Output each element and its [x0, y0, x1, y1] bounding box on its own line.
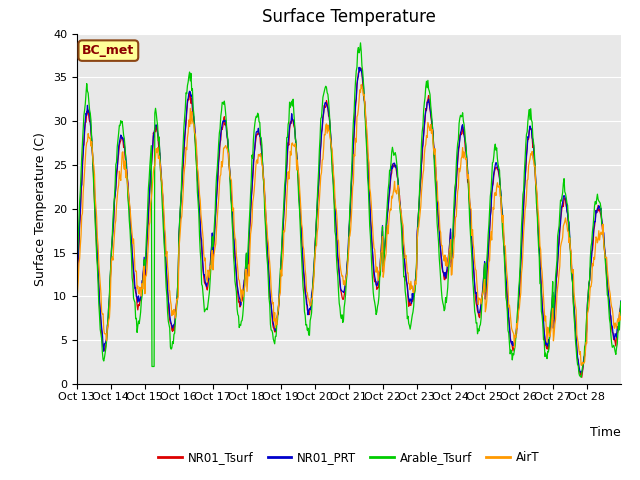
Y-axis label: Surface Temperature (C): Surface Temperature (C)	[35, 132, 47, 286]
Text: BC_met: BC_met	[82, 44, 134, 57]
Title: Surface Temperature: Surface Temperature	[262, 9, 436, 26]
Legend: NR01_Tsurf, NR01_PRT, Arable_Tsurf, AirT: NR01_Tsurf, NR01_PRT, Arable_Tsurf, AirT	[154, 446, 544, 468]
Text: Time: Time	[590, 426, 621, 439]
